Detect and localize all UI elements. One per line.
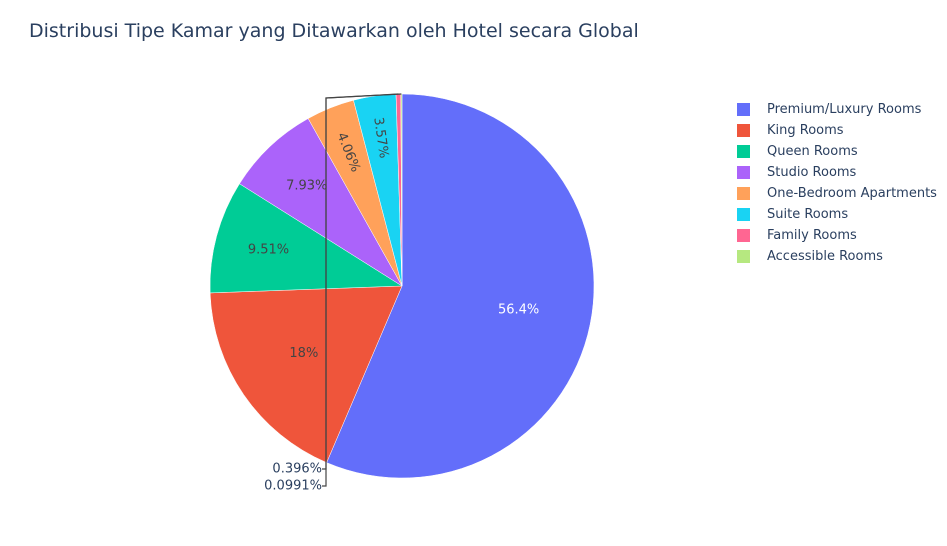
legend-item-suite-rooms[interactable]: Suite Rooms — [737, 204, 937, 225]
legend-swatch — [737, 250, 750, 263]
pie-slice-premium-luxury-rooms[interactable] — [326, 93, 595, 479]
legend-swatch — [737, 208, 750, 221]
legend-label: Queen Rooms — [767, 144, 858, 159]
legend-item-accessible-rooms[interactable]: Accessible Rooms — [737, 246, 937, 267]
slice-label-family-rooms: 0.396% — [272, 462, 322, 477]
slice-label-accessible-rooms: 0.0991% — [264, 479, 322, 494]
legend-item-family-rooms[interactable]: Family Rooms — [737, 225, 937, 246]
slice-label-premium-luxury-rooms: 56.4% — [498, 302, 539, 317]
legend-swatch — [737, 103, 750, 116]
legend-label: King Rooms — [767, 123, 844, 138]
legend-item-king-rooms[interactable]: King Rooms — [737, 120, 937, 141]
legend-item-queen-rooms[interactable]: Queen Rooms — [737, 141, 937, 162]
legend-swatch — [737, 145, 750, 158]
legend-label: Premium/Luxury Rooms — [767, 102, 922, 117]
pie-slice-studio-rooms[interactable] — [239, 118, 403, 287]
legend-label: Accessible Rooms — [767, 249, 883, 264]
legend-swatch — [737, 229, 750, 242]
leader-line-accessible-rooms — [322, 93, 402, 487]
chart-title: Distribusi Tipe Kamar yang Ditawarkan ol… — [29, 20, 639, 42]
legend-item-premium-luxury-rooms[interactable]: Premium/Luxury Rooms — [737, 99, 937, 120]
legend-item-one-bedroom-apartments[interactable]: One-Bedroom Apartments — [737, 183, 937, 204]
legend-swatch — [737, 124, 750, 137]
legend: Premium/Luxury Rooms King Rooms Queen Room… — [737, 99, 937, 267]
slice-label-queen-rooms: 9.51% — [248, 243, 289, 258]
pie-slice-king-rooms[interactable] — [209, 285, 403, 463]
legend-label: Suite Rooms — [767, 207, 849, 222]
slice-label-studio-rooms: 7.93% — [286, 178, 327, 193]
slice-label-suite-rooms: 3.57% — [370, 116, 391, 159]
legend-swatch — [737, 166, 750, 179]
legend-item-studio-rooms[interactable]: Studio Rooms — [737, 162, 937, 183]
legend-label: Studio Rooms — [767, 165, 857, 180]
legend-label: Family Rooms — [767, 228, 857, 243]
legend-swatch — [737, 187, 750, 200]
slice-label-king-rooms: 18% — [289, 346, 318, 361]
pie-slice-queen-rooms[interactable] — [209, 183, 403, 294]
legend-label: One-Bedroom Apartments — [767, 186, 937, 201]
